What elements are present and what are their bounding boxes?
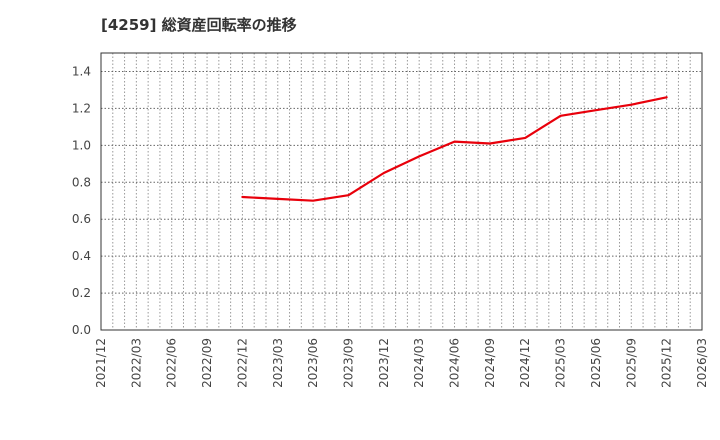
- series-line-total-asset-turnover: [241, 96, 668, 202]
- x-tick-label: 2025/06: [589, 338, 603, 388]
- x-axis-ticks: 2021/12 2022/03 2022/06 2022/09 2022/12 2023/…: [94, 338, 709, 388]
- x-tick-label: 2023/06: [306, 338, 320, 388]
- y-tick-label: 0.6: [72, 212, 91, 226]
- x-tick-label: 2025/09: [624, 338, 638, 388]
- y-tick-label: 1.4: [72, 64, 91, 78]
- x-tick-label: 2024/03: [412, 338, 426, 388]
- x-tick-label: 2025/12: [660, 338, 674, 388]
- x-tick-label: 2026/03: [695, 338, 709, 388]
- y-axis-ticks: 0.0 0.2 0.4 0.6 0.8 1.0 1.2 1.4: [72, 64, 91, 337]
- x-tick-label: 2024/09: [483, 338, 497, 388]
- y-tick-label: 0.4: [72, 249, 91, 263]
- x-tick-label: 2023/12: [377, 338, 391, 388]
- y-tick-label: 1.2: [72, 101, 91, 115]
- x-tick-label: 2024/12: [518, 338, 532, 388]
- x-tick-label: 2023/03: [271, 338, 285, 388]
- x-tick-label: 2022/03: [129, 338, 143, 388]
- plot-frame: [100, 52, 703, 331]
- gridlines: [101, 53, 702, 330]
- y-tick-label: 0.0: [72, 323, 91, 337]
- x-tick-label: 2022/09: [200, 338, 214, 388]
- x-tick-label: 2024/06: [448, 338, 462, 388]
- x-tick-label: 2022/12: [235, 338, 249, 388]
- x-tick-label: 2021/12: [94, 338, 108, 388]
- x-tick-label: 2023/09: [341, 338, 355, 388]
- y-tick-label: 1.0: [72, 138, 91, 152]
- x-tick-label: 2022/06: [165, 338, 179, 388]
- y-tick-label: 0.8: [72, 175, 91, 189]
- x-tick-label: 2025/03: [554, 338, 568, 388]
- y-tick-label: 0.2: [72, 286, 91, 300]
- chart-title: [4259] 総資産回転率の推移: [101, 16, 297, 34]
